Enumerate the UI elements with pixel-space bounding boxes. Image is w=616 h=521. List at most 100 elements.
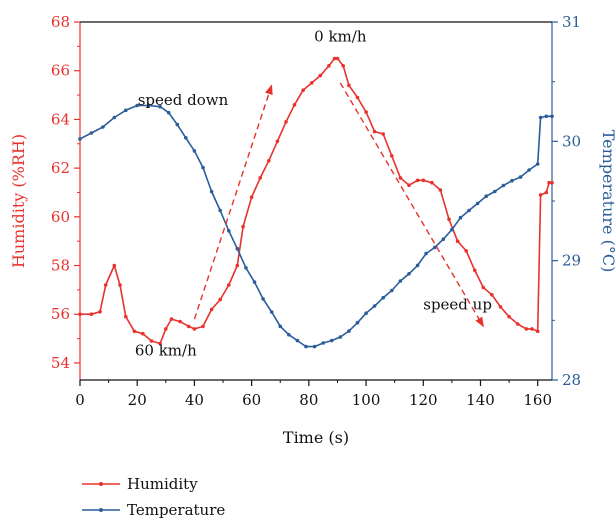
- x-tick-label: 100: [352, 391, 381, 409]
- temperature-data-point: [112, 115, 117, 120]
- y-right-tick-label: 30: [562, 132, 581, 150]
- temperature-data-point: [347, 329, 351, 333]
- humidity-data-point: [158, 341, 162, 346]
- y-left-tick-label: 54: [51, 354, 70, 372]
- humidity-data-point: [335, 56, 340, 61]
- legend-temperature-marker: [99, 508, 103, 512]
- legend-item-temperature: Temperature: [82, 501, 225, 519]
- temperature-data-point: [415, 263, 420, 268]
- humidity-data-point: [192, 327, 197, 331]
- annotation-label: speed up: [423, 295, 492, 313]
- humidity-data-point: [309, 81, 314, 85]
- humidity-data-point: [318, 73, 323, 78]
- humidity-data-point: [164, 327, 168, 331]
- humidity-data-point: [421, 178, 426, 183]
- humidity-data-point: [178, 319, 182, 324]
- annotation-label: 0 km/h: [314, 27, 367, 45]
- humidity-data-point: [241, 224, 245, 229]
- humidity-data-point: [341, 64, 346, 68]
- humidity-data-point: [390, 154, 394, 158]
- x-tick-label: 160: [523, 391, 552, 409]
- humidity-data-point: [430, 180, 434, 185]
- humidity-data-point: [407, 183, 411, 187]
- y-left-tick-label: 66: [51, 62, 70, 80]
- left-axis-title: Humidity (%RH): [9, 134, 28, 268]
- humidity-data-point: [112, 263, 117, 268]
- humidity-data-point: [301, 88, 305, 92]
- y-left-tick-label: 58: [51, 257, 70, 275]
- humidity-data-point: [515, 322, 520, 326]
- humidity-data-point: [249, 195, 254, 200]
- y-right-tick-label: 28: [562, 371, 581, 389]
- humidity-data-point: [481, 285, 486, 290]
- temperature-data-point: [201, 165, 205, 170]
- temperature-data-point: [364, 311, 368, 316]
- temperature-data-point: [287, 332, 291, 337]
- x-tick-label: 0: [75, 391, 85, 409]
- x-tick-label: 140: [466, 391, 495, 409]
- humidity-data-point: [381, 132, 386, 136]
- temperature-data-point: [381, 295, 386, 300]
- temperature-data-point: [252, 280, 257, 284]
- x-tick-label: 80: [299, 391, 318, 409]
- temperature-data-point: [432, 245, 437, 250]
- temperature-data-point: [146, 103, 151, 108]
- series-layer: [78, 56, 554, 349]
- humidity-data-point: [169, 317, 174, 321]
- temperature-data-point: [218, 208, 222, 213]
- humidity-data-point: [507, 314, 511, 319]
- temperature-data-point: [244, 266, 248, 270]
- x-tick-label: 20: [128, 391, 147, 409]
- legend-temperature-label: Temperature: [127, 501, 225, 519]
- temperature-data-point: [484, 194, 489, 198]
- temperature-data-point: [312, 344, 317, 349]
- humidity-data-point: [398, 176, 403, 180]
- humidity-data-point: [124, 314, 128, 319]
- humidity-data-point: [455, 239, 460, 243]
- temperature-data-point: [235, 246, 240, 251]
- temperature-data-point: [135, 103, 139, 108]
- y-left-tick-label: 60: [51, 208, 70, 226]
- humidity-data-point: [544, 190, 549, 195]
- temperature-data-point: [269, 310, 274, 314]
- x-tick-label: 60: [242, 391, 261, 409]
- temperature-data-point: [441, 237, 446, 241]
- humidity-data-point: [186, 324, 191, 329]
- humidity-data-point: [267, 159, 271, 163]
- temperature-data-point: [89, 131, 94, 135]
- x-tick-label: 40: [185, 391, 204, 409]
- humidity-data-point: [538, 193, 543, 197]
- temperature-data-point: [261, 297, 265, 301]
- temperature-data-point: [158, 104, 162, 109]
- humidity-data-point: [141, 331, 145, 336]
- annotation-arrow: [339, 82, 484, 328]
- humidity-data-point: [98, 310, 102, 314]
- humidity-data-point: [209, 307, 214, 312]
- legend-humidity-label: Humidity: [127, 475, 198, 493]
- humidity-data-point: [438, 188, 443, 192]
- humidity-data-point: [530, 327, 534, 331]
- humidity-data-point: [327, 64, 331, 68]
- humidity-data-point: [535, 329, 540, 334]
- annotation-layer: 0 km/h speed down 60 km/h speed up: [135, 27, 492, 359]
- temperature-data-point: [398, 279, 403, 283]
- humidity-data-point: [498, 305, 503, 309]
- temperature-data-point: [527, 168, 531, 172]
- legend-humidity-marker: [99, 482, 103, 486]
- humidity-data-point: [447, 217, 451, 222]
- humidity-data-point: [103, 283, 108, 287]
- annotation-label: speed down: [138, 91, 229, 109]
- humidity-data-point: [464, 249, 469, 253]
- legend-item-humidity: Humidity: [82, 475, 198, 493]
- temperature-data-point: [535, 162, 540, 166]
- temperature-data-point: [467, 208, 471, 213]
- temperature-data-point: [372, 304, 377, 308]
- humidity-data-point: [332, 56, 337, 61]
- left-axis-ticks: 54 56 58 60 62 64 66 68: [51, 13, 80, 372]
- humidity-data-point: [372, 129, 377, 134]
- y-left-tick-label: 56: [51, 305, 70, 323]
- temperature-data-point: [338, 335, 343, 339]
- humidity-data-point: [473, 268, 477, 273]
- x-axis-ticks: 0 20 40 60 80 100 120 140 160: [75, 380, 552, 409]
